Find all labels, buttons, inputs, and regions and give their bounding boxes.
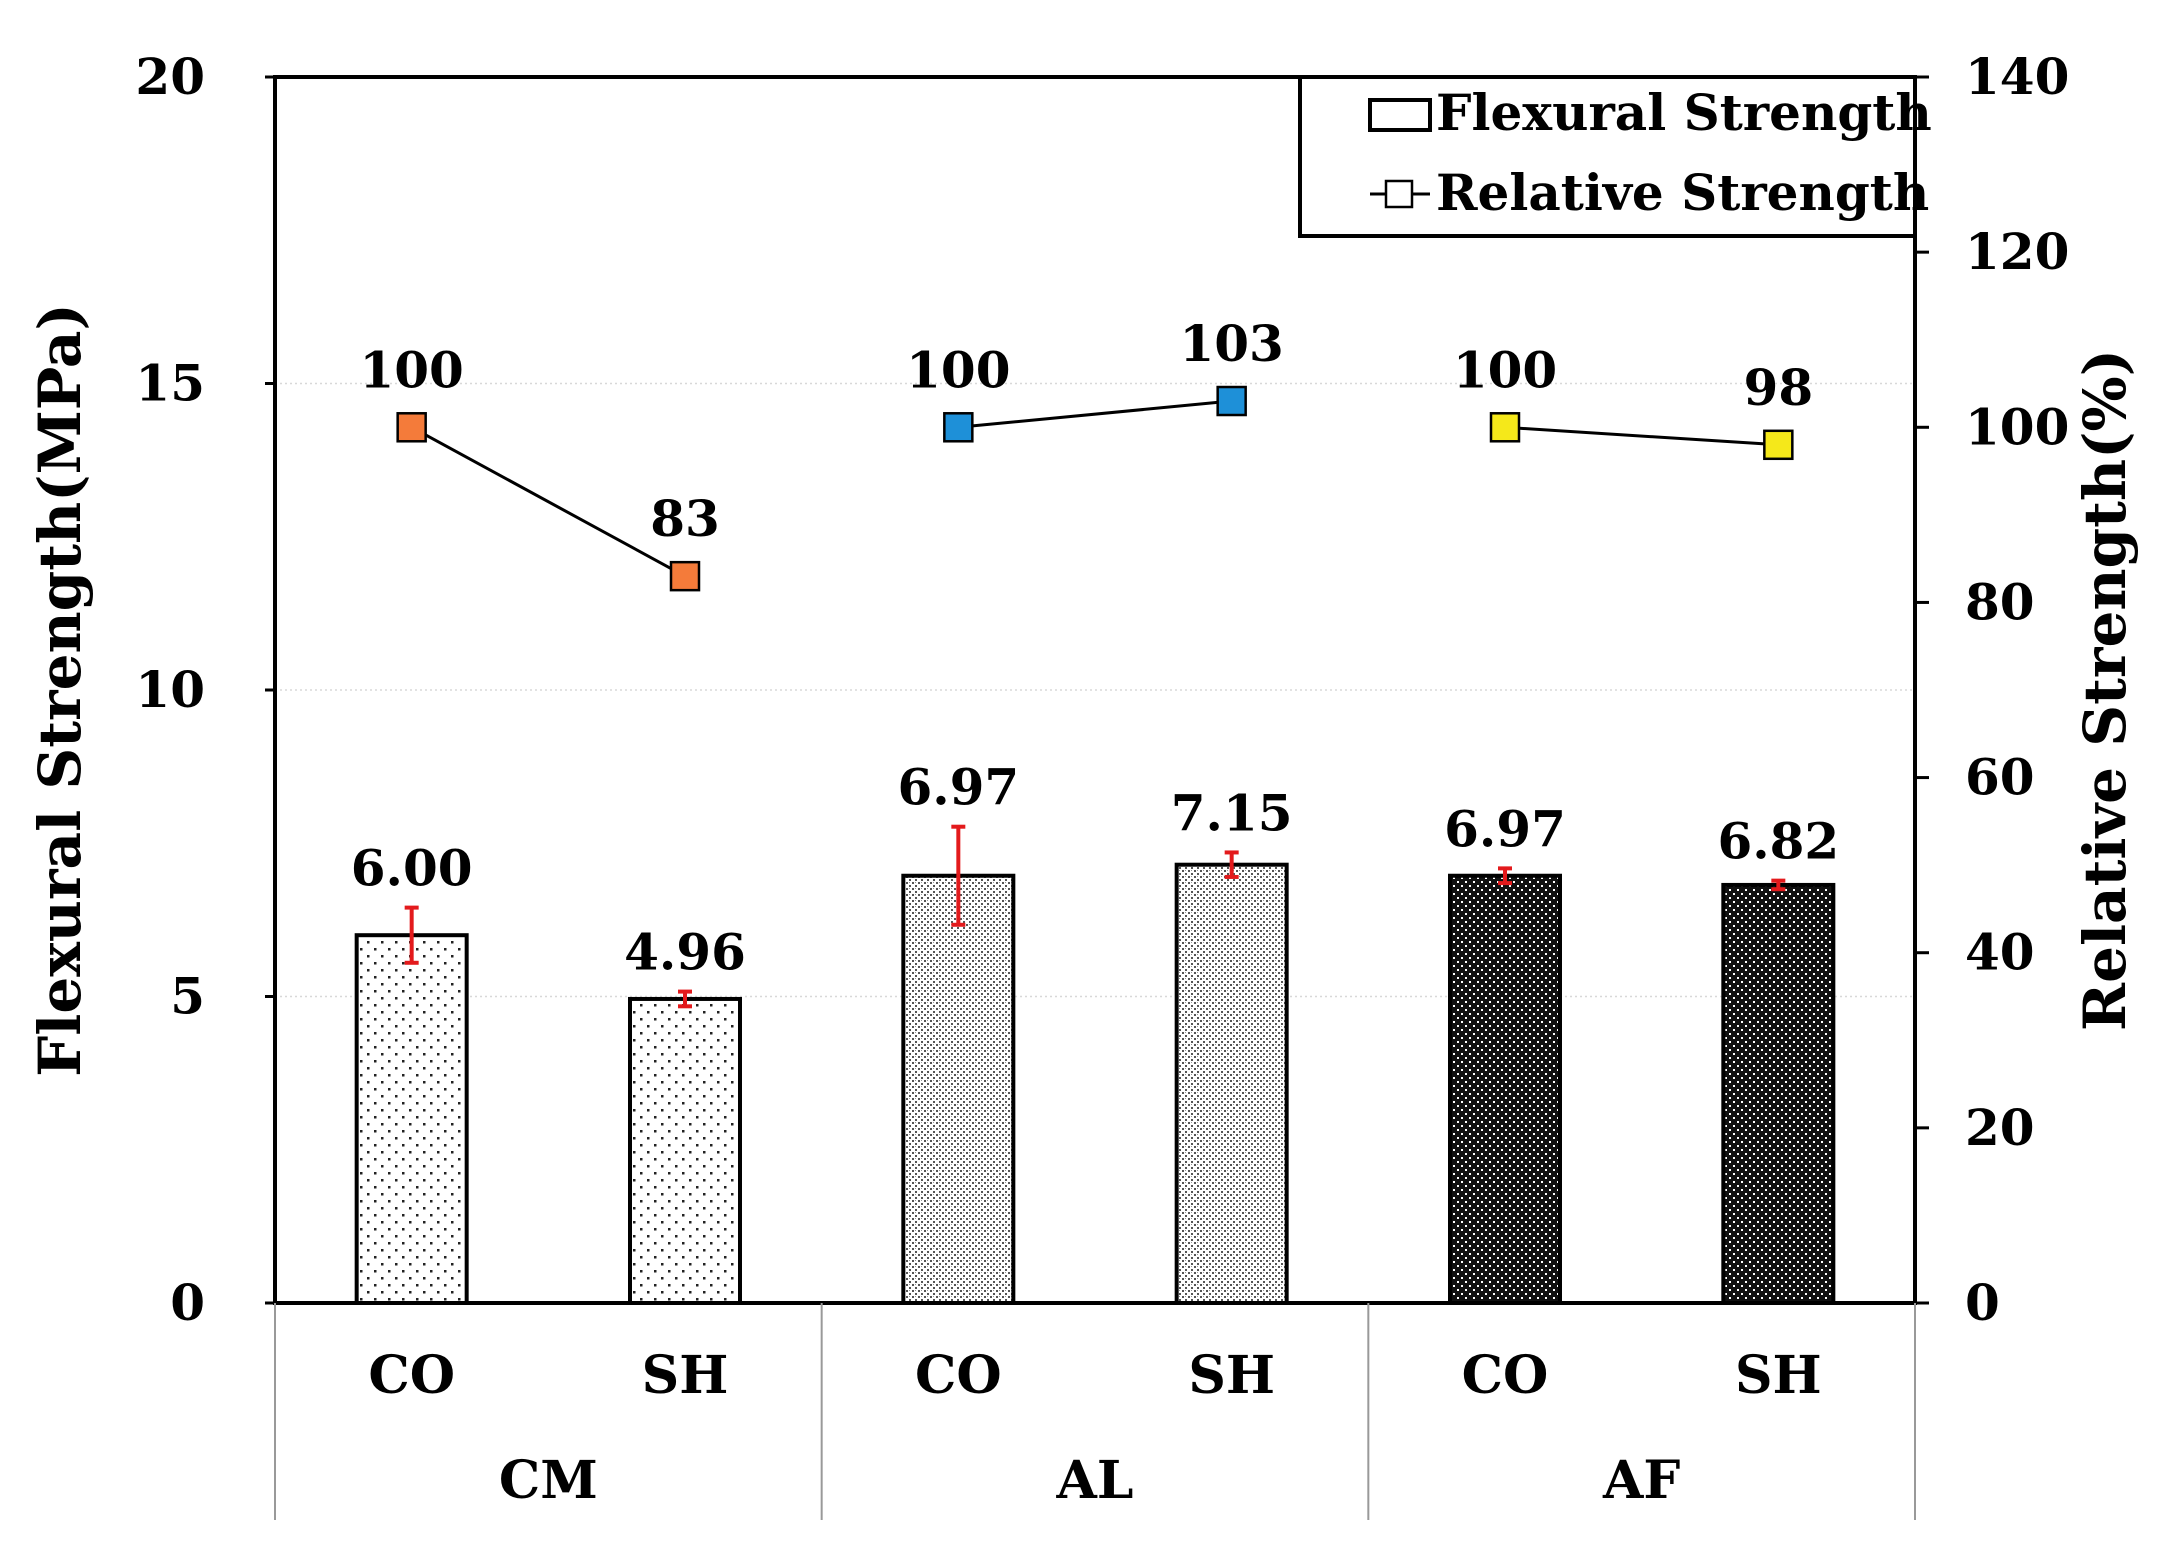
legend-bar-label: Flexural Strength [1436, 83, 1932, 142]
y2-tick-label: 80 [1965, 572, 2035, 631]
bar-value-label: 4.96 [624, 923, 746, 982]
legend-line-marker [1384, 179, 1414, 209]
y2-tick-label: 20 [1965, 1098, 2035, 1157]
legend-bar-swatch [1368, 98, 1432, 132]
line-marker [1489, 412, 1521, 443]
line-value-label: 98 [1744, 358, 1814, 417]
bar [354, 933, 469, 1305]
gridlines [275, 382, 1915, 998]
left-axis-ticks: 0 5 10 15 20 [135, 47, 275, 1332]
series-line-segment [410, 425, 686, 578]
y-tick-label: 20 [135, 47, 205, 106]
line-marker [1216, 385, 1247, 417]
category-label: SH [1188, 1345, 1275, 1406]
line-value-label: 100 [359, 340, 463, 399]
relative-strength-line [396, 385, 1794, 592]
bar [1721, 882, 1836, 1306]
category-label: CO [368, 1345, 455, 1406]
bar-value-label: 6.97 [897, 758, 1019, 817]
bar-value-label: 6.82 [1717, 812, 1839, 871]
y2-tick-label: 0 [1965, 1273, 2000, 1332]
bar-value-label: 6.00 [351, 839, 473, 898]
line-value-label: 100 [906, 340, 1010, 399]
y2-tick-label: 40 [1965, 923, 2035, 982]
legend-line-label: Relative Strength [1436, 163, 1929, 222]
line-value-label: 100 [1453, 340, 1557, 399]
y-tick-label: 0 [170, 1273, 205, 1332]
y-tick-label: 10 [135, 660, 205, 719]
line-marker [943, 412, 974, 443]
bar [1174, 862, 1289, 1306]
group-label: AL [1056, 1450, 1134, 1511]
line-value-label: 103 [1179, 314, 1283, 373]
data-labels: 6.00 4.96 6.97 7.15 6.97 6.82 100 83 100 103 100 98 [351, 314, 1839, 982]
category-axis: CM AL AF CO SH CO SH CO SH [274, 1303, 1916, 1520]
series-line-segment [1504, 425, 1779, 447]
bar [628, 996, 742, 1306]
bar-value-label: 7.15 [1171, 783, 1293, 842]
category-label: SH [1735, 1345, 1822, 1406]
line-marker [396, 412, 427, 443]
bar-series [354, 862, 1836, 1306]
y2-tick-label: 100 [1965, 397, 2069, 456]
legend: Flexural Strength Relative Strength [1298, 75, 1932, 238]
y2-tick-label: 140 [1965, 47, 2069, 106]
y-tick-label: 15 [135, 354, 205, 413]
line-marker [1763, 429, 1794, 461]
line-value-label: 83 [650, 489, 720, 548]
error-bars [404, 824, 1786, 1009]
line-marker [669, 560, 701, 592]
bar [901, 873, 1016, 1305]
category-label: CO [1462, 1345, 1549, 1406]
category-label: SH [642, 1345, 729, 1406]
y-tick-label: 5 [170, 967, 205, 1026]
y2-tick-label: 120 [1965, 222, 2069, 281]
right-axis-title: Relative Strength(%) [2071, 349, 2139, 1031]
bar [1448, 873, 1562, 1305]
right-axis-ticks: 0 20 40 60 80 100 120 140 [1915, 47, 2069, 1332]
series-line-segment [958, 399, 1232, 429]
y2-tick-label: 60 [1965, 748, 2035, 807]
bar-value-label: 6.97 [1444, 799, 1566, 858]
left-axis-title: Flexural Strength(MPa) [26, 303, 94, 1077]
group-label: CM [499, 1450, 598, 1511]
category-label: CO [915, 1345, 1002, 1406]
group-label: AF [1602, 1450, 1680, 1511]
